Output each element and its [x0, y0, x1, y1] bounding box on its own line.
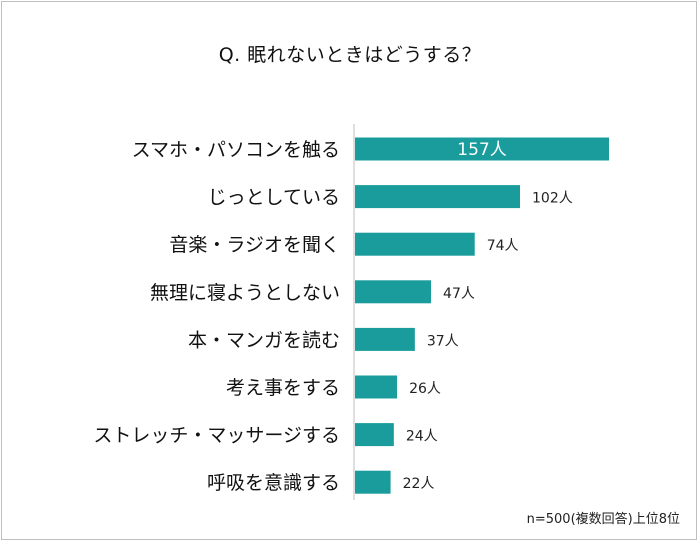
bar — [355, 137, 609, 161]
category-label: スマホ・パソコンを触る — [132, 139, 340, 161]
category-label: 考え事をする — [226, 377, 340, 399]
chart-title: Q. 眠れないときはどうする？ — [218, 44, 482, 66]
bar — [355, 327, 415, 351]
bar — [355, 185, 521, 209]
value-label: 26人 — [409, 381, 441, 397]
value-label: 24人 — [406, 429, 438, 445]
category-label: 呼吸を意識する — [207, 472, 340, 494]
category-label: 本・マンガを読む — [188, 329, 340, 351]
bar — [355, 280, 432, 304]
sample-note: n=500(複数回答)上位8位 — [526, 512, 680, 527]
value-label: 74人 — [487, 238, 519, 254]
value-label: 157人 — [457, 140, 506, 160]
value-label: 47人 — [443, 286, 475, 302]
bar — [355, 423, 394, 447]
category-label: じっとしている — [208, 187, 340, 209]
value-label: 37人 — [427, 333, 459, 349]
category-label: 音楽・ラジオを聞く — [169, 234, 340, 256]
value-label: 102人 — [532, 191, 573, 207]
value-label: 22人 — [403, 476, 435, 492]
category-label: 無理に寝ようとしない — [150, 282, 340, 304]
bar — [355, 470, 391, 494]
bar — [355, 375, 398, 399]
bar — [355, 232, 475, 256]
category-label: ストレッチ・マッサージする — [93, 425, 340, 447]
